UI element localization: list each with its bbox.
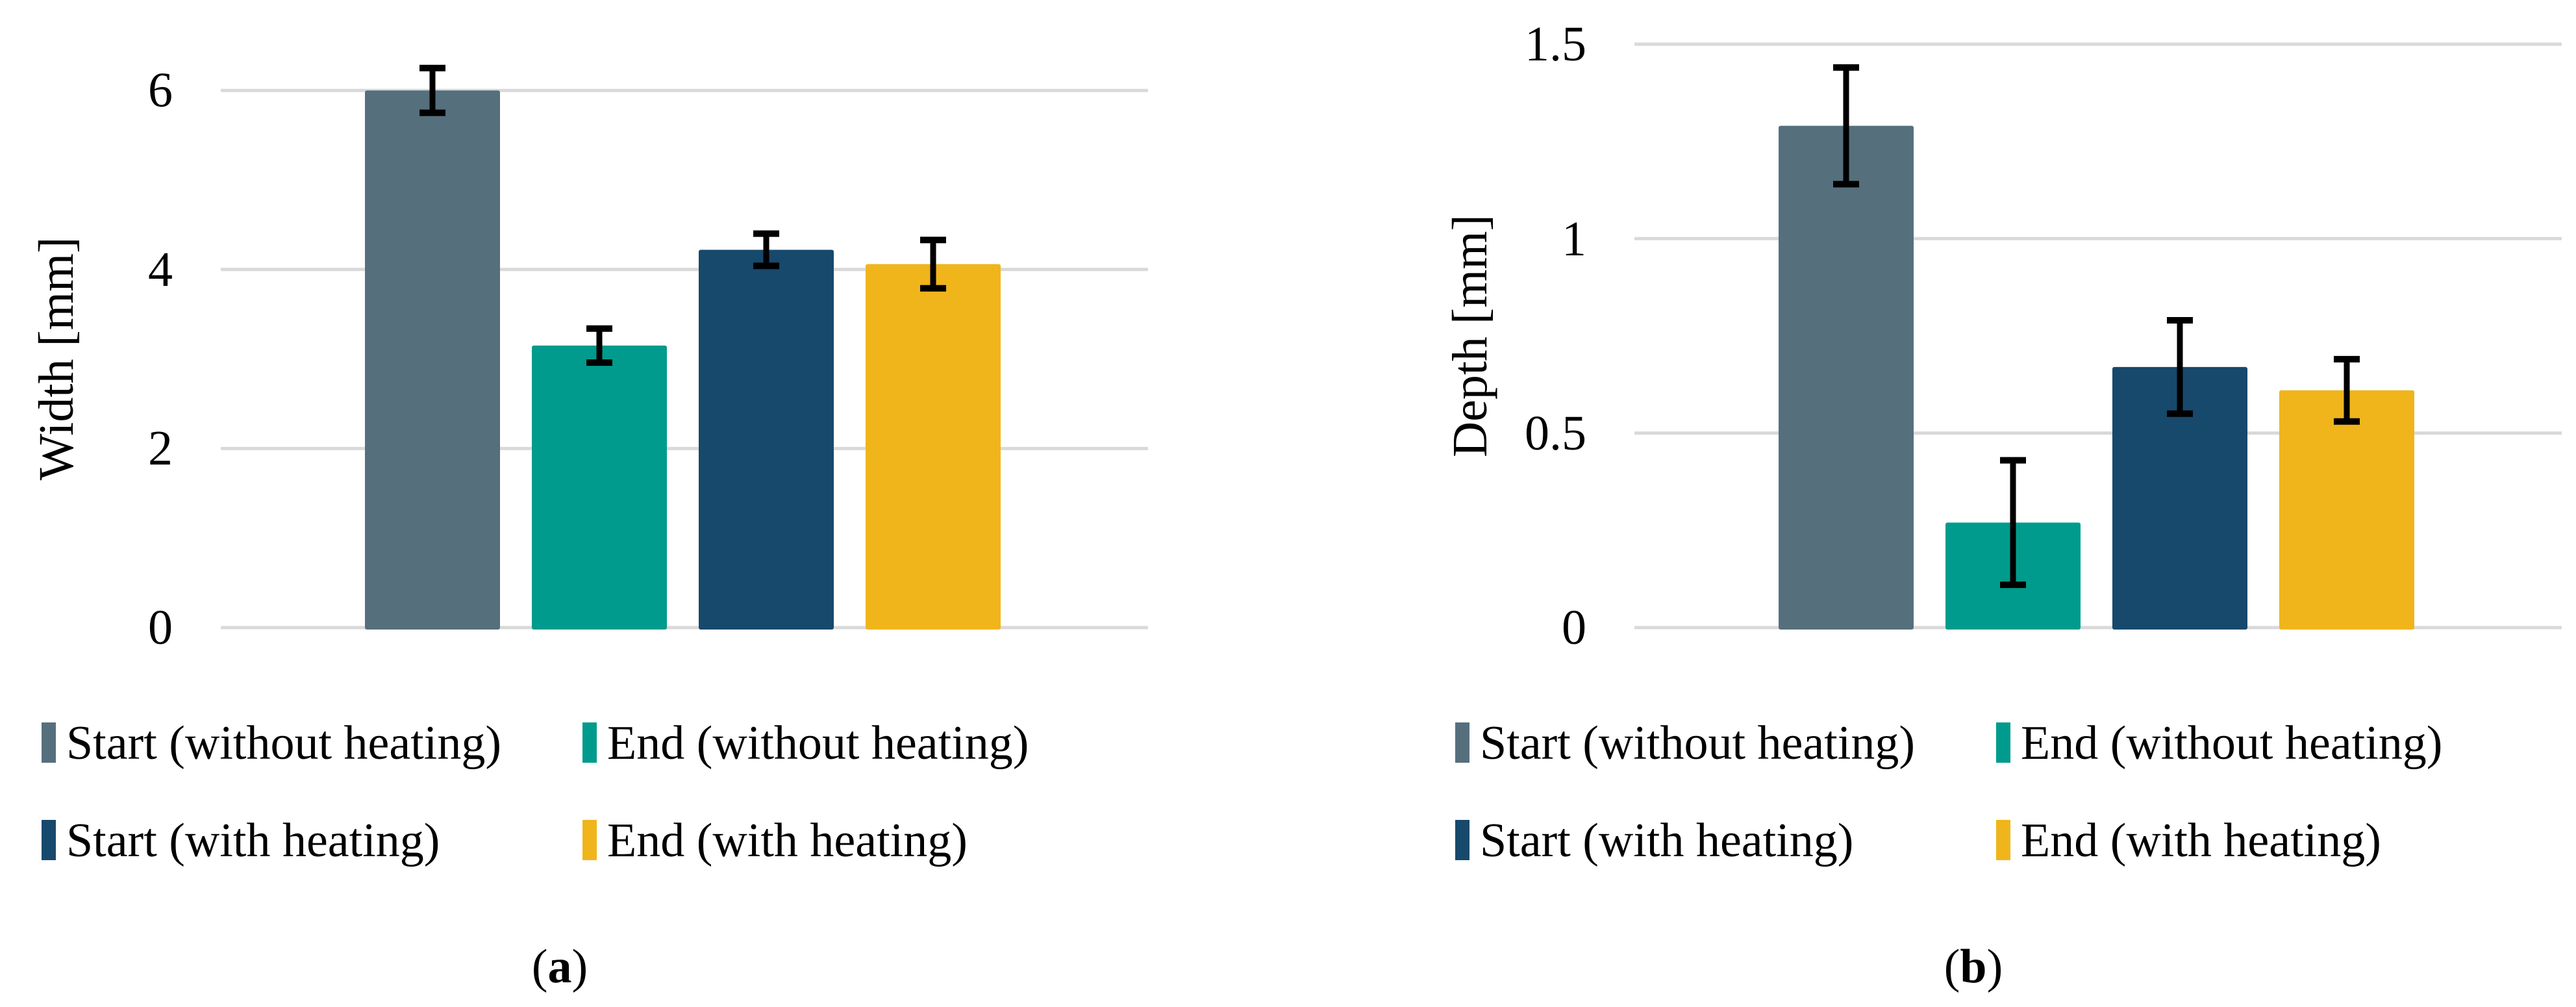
bar-a-start-with-heating	[699, 249, 834, 630]
y-tick-b-1: 1	[1562, 212, 1586, 266]
chart-panel-b: 0 0.5 1 1.5 Depth [mm] Start (without he…	[1443, 17, 2562, 993]
panel-caption-a: (a)	[532, 940, 588, 993]
bar-a-start-without-heating	[365, 90, 500, 630]
caption-b-open-paren: (	[1944, 940, 1960, 993]
legend-marker-start-without-heating	[1455, 722, 1469, 763]
y-tick-b-05: 0.5	[1525, 406, 1586, 461]
error-bars-a	[419, 64, 946, 366]
legend-label-start-with-heating: Start (with heating)	[1480, 814, 1853, 867]
bars-b	[1779, 125, 2414, 630]
caption-b-letter: b	[1960, 940, 1986, 993]
legend-marker-start-with-heating	[42, 820, 56, 860]
legend-label-start-with-heating: Start (with heating)	[66, 814, 440, 867]
caption-b-close-paren: )	[1987, 940, 2003, 993]
legend-marker-end-without-heating	[1996, 722, 2010, 763]
legend-b: Start (without heating) End (without hea…	[1455, 717, 2442, 867]
gridlines-a	[221, 88, 1148, 630]
bar-a-end-without-heating	[532, 345, 667, 630]
bars-a	[365, 90, 1001, 630]
y-axis-a: 0 2 4 6 Width [mm]	[29, 63, 173, 655]
legend-marker-start-with-heating	[1455, 820, 1469, 860]
y-tick-a-2: 2	[148, 421, 173, 476]
error-bars-b	[1833, 64, 2360, 589]
legend-marker-end-with-heating	[582, 820, 597, 860]
y-tick-a-4: 4	[148, 242, 173, 297]
bar-b-start-without-heating	[1779, 125, 1914, 630]
legend-a: Start (without heating) End (without hea…	[42, 717, 1029, 867]
y-axis-b: 0 0.5 1 1.5 Depth [mm]	[1443, 17, 1586, 655]
legend-label-end-with-heating: End (with heating)	[2021, 814, 2381, 867]
legend-marker-start-without-heating	[42, 722, 56, 763]
y-tick-b-15: 1.5	[1525, 17, 1586, 71]
legend-marker-end-without-heating	[582, 722, 597, 763]
legend-label-start-without-heating: Start (without heating)	[66, 717, 501, 770]
y-tick-a-6: 6	[148, 63, 173, 118]
gridlines-b	[1634, 42, 2562, 630]
chart-panel-a: 0 2 4 6 Width [mm] Start (without heatin…	[29, 63, 1148, 993]
caption-a-letter: a	[548, 940, 572, 993]
y-axis-title-b: Depth [mm]	[1443, 214, 1497, 457]
y-tick-b-0: 0	[1562, 600, 1586, 655]
bar-b-start-with-heating	[2112, 366, 2247, 630]
legend-label-end-without-heating: End (without heating)	[607, 717, 1029, 770]
caption-a-close-paren: )	[572, 940, 588, 993]
y-axis-title-a: Width [mm]	[29, 237, 84, 481]
y-tick-a-0: 0	[148, 600, 173, 655]
bar-b-end-with-heating	[2279, 390, 2414, 630]
caption-a-open-paren: (	[532, 940, 548, 993]
legend-marker-end-with-heating	[1996, 820, 2010, 860]
bar-a-end-with-heating	[866, 264, 1001, 630]
legend-label-end-without-heating: End (without heating)	[2021, 717, 2442, 770]
legend-label-end-with-heating: End (with heating)	[607, 814, 968, 867]
panel-caption-b: (b)	[1944, 940, 2003, 993]
legend-label-start-without-heating: Start (without heating)	[1480, 717, 1915, 770]
